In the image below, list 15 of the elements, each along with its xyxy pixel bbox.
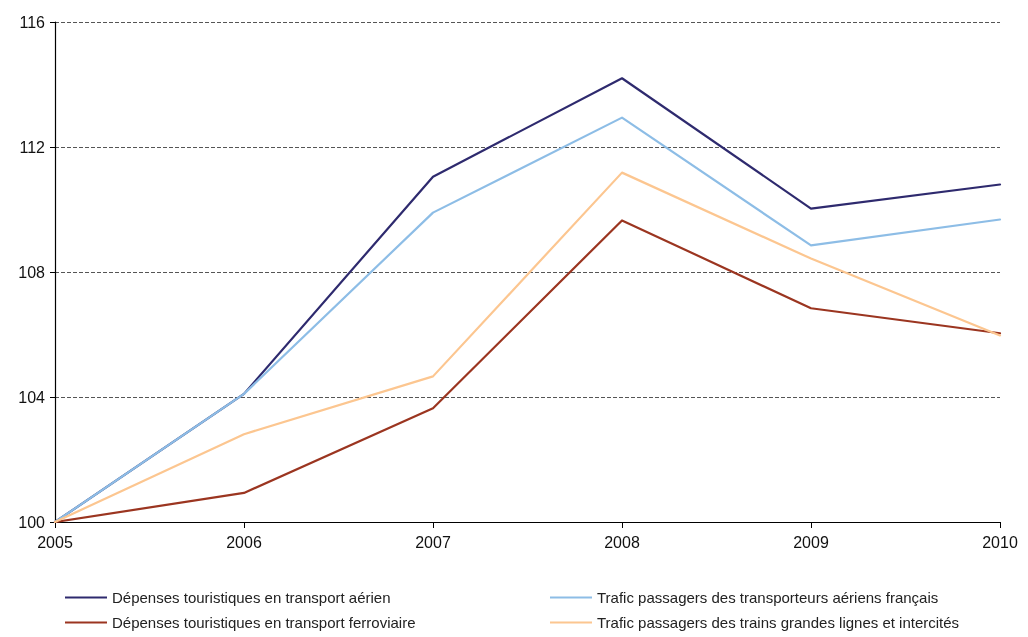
y-tick-label: 112 xyxy=(19,138,46,156)
x-tick-label: 2010 xyxy=(982,533,1018,551)
legend-label: Dépenses touristiques en transport ferroviaire xyxy=(112,614,416,631)
y-tick-label: 116 xyxy=(19,13,46,31)
x-tick-label: 2007 xyxy=(415,533,451,551)
x-tick-label: 2009 xyxy=(793,533,829,551)
legend-label: Trafic passagers des trains grandes lignes et intercités xyxy=(597,614,960,631)
y-tick-label: 108 xyxy=(18,263,46,281)
x-tick-label: 2008 xyxy=(604,533,640,551)
legend-label: Trafic passagers des transporteurs aériens français xyxy=(597,589,939,606)
x-tick-label: 2005 xyxy=(37,533,73,551)
y-tick-label: 104 xyxy=(18,388,46,406)
y-tick-label: 100 xyxy=(18,513,46,531)
legend-label: Dépenses touristiques en transport aérien xyxy=(112,589,391,606)
x-tick-label: 2006 xyxy=(226,533,262,551)
